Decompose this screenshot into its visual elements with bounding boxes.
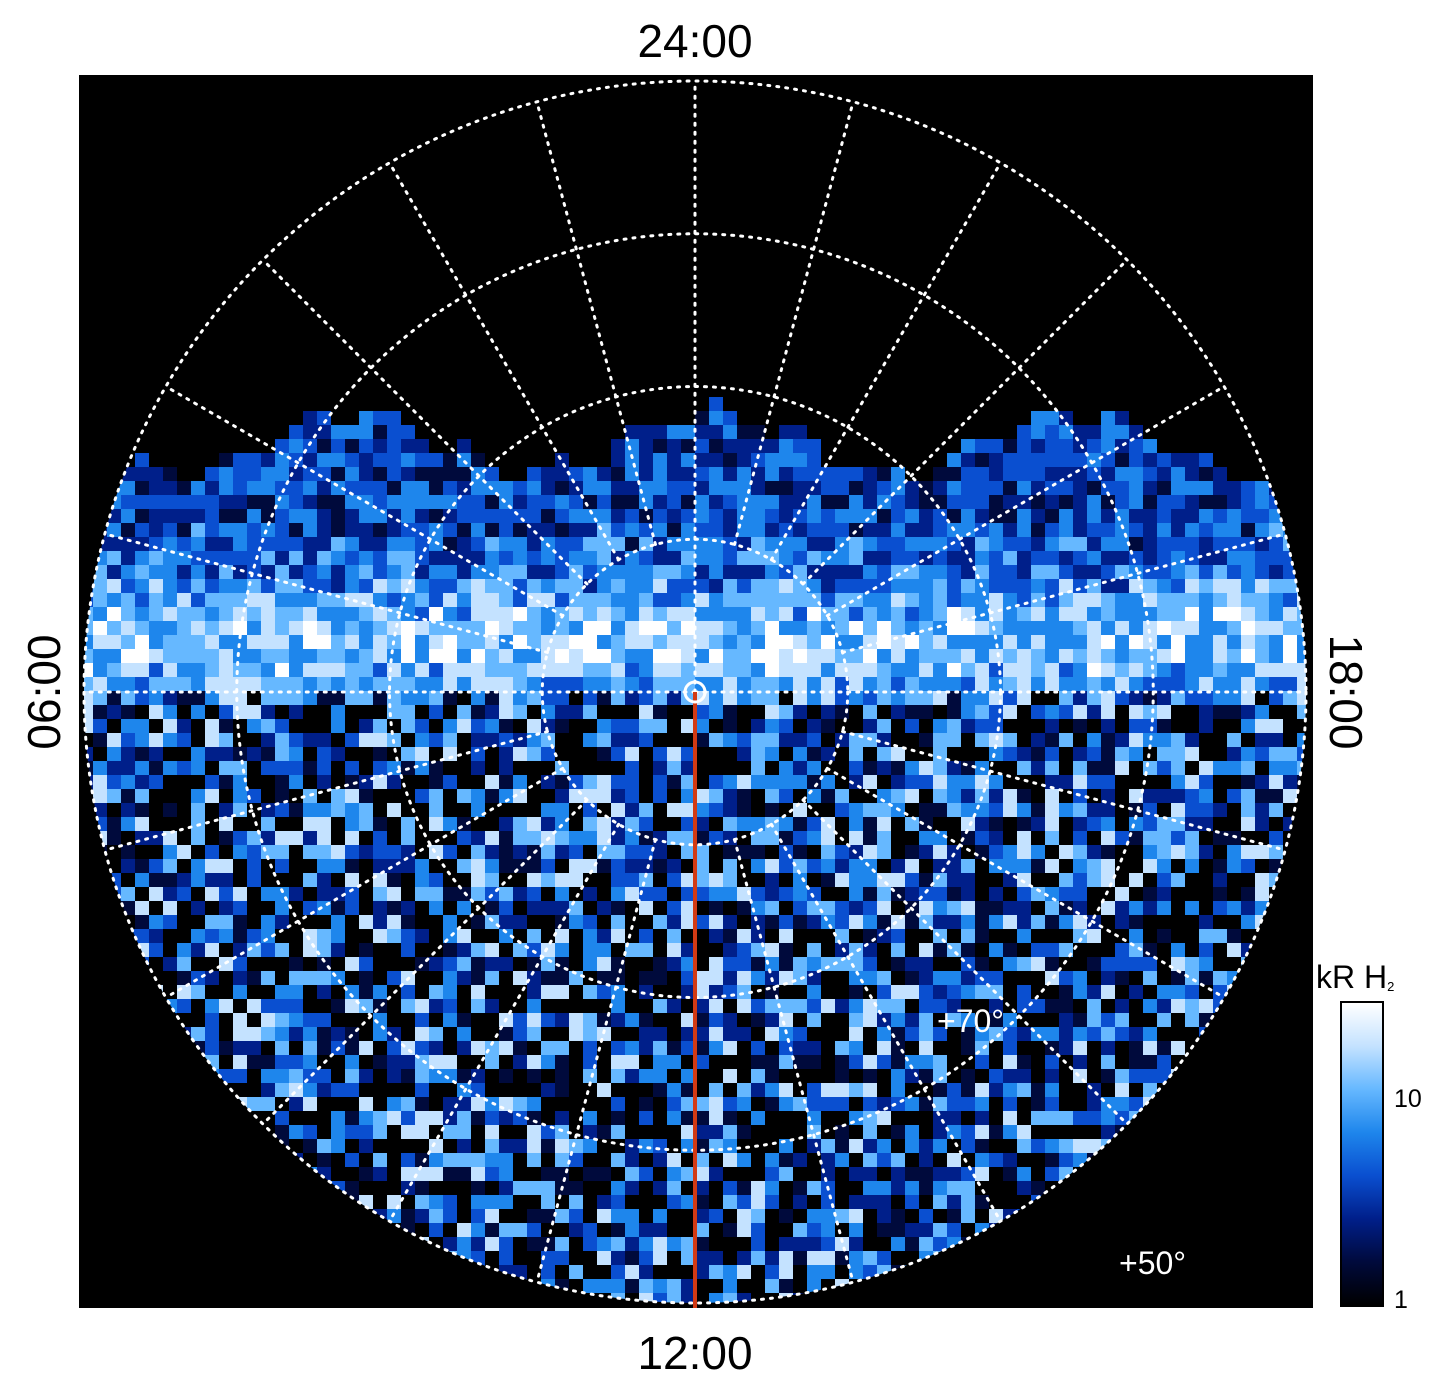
- colorbar: [1340, 1001, 1384, 1307]
- colorbar-unit: kR H: [1316, 959, 1388, 995]
- local-time-label-left: 06:00: [18, 634, 70, 750]
- polar-projection-map: [82, 79, 1308, 1308]
- latitude-label-50: +50°: [1119, 1245, 1187, 1281]
- colorbar-title: kR H2: [1316, 961, 1394, 993]
- colorbar-tick-1: 1: [1394, 1286, 1408, 1314]
- polar-map-panel: +70° +50°: [79, 75, 1313, 1308]
- colorbar-unit-subscript: 2: [1387, 979, 1395, 994]
- latitude-label-70: +70°: [937, 1003, 1005, 1039]
- latitude-circle-50: [82, 79, 1308, 1305]
- local-time-label-top: 24:00: [637, 15, 753, 67]
- colorbar-tick-10: 10: [1394, 1085, 1422, 1113]
- local-time-label-bottom: 12:00: [637, 1327, 753, 1379]
- local-time-label-right: 18:00: [1320, 634, 1372, 750]
- north-pole-marker: [683, 680, 707, 704]
